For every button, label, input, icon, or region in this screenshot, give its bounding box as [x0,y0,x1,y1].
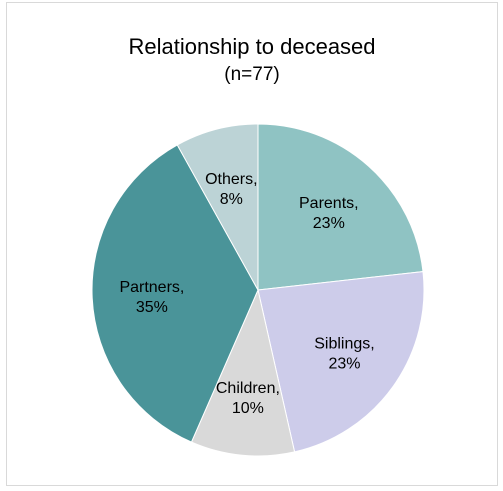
chart-subtitle: (n=77) [224,64,280,85]
pie-slice-partners [91,144,259,443]
pie-slice-others [176,123,259,292]
pie-slice-parents [257,123,424,291]
pie-label-parents: Parents, 23% [299,195,359,232]
chart-title: Relationship to deceased [128,34,376,59]
pie-label-partners: Partners, 35% [119,279,184,316]
pie-slice-children [190,288,296,457]
chart-title-block: Relationship to deceased (n=77) [7,33,497,89]
pie-slice-siblings [257,271,425,453]
pie-label-siblings: Siblings, 23% [314,336,374,373]
pie-label-children: Children, 10% [216,380,280,417]
pie-label-others: Others, 8% [205,171,257,208]
